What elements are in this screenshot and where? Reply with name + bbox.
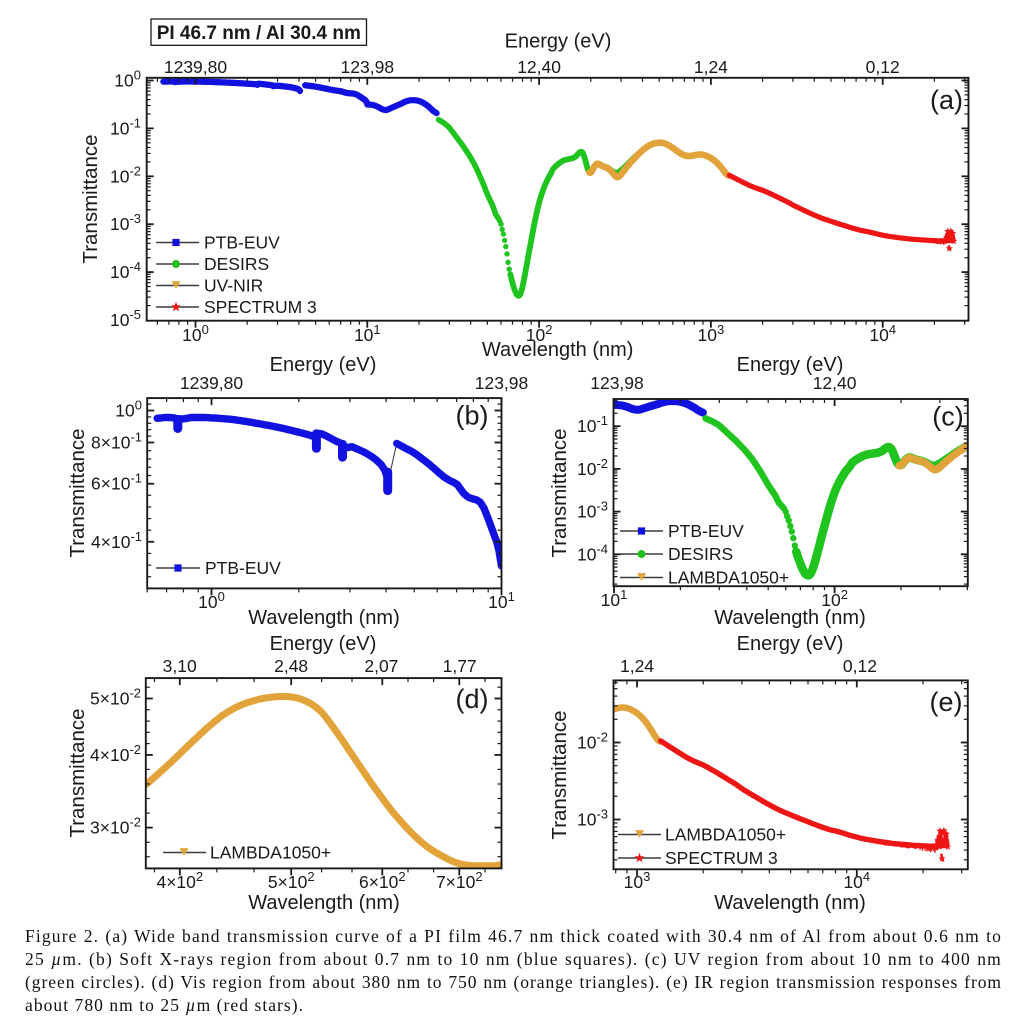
svg-text:1239,80: 1239,80 bbox=[180, 373, 244, 393]
svg-text:(e): (e) bbox=[930, 687, 963, 717]
svg-text:PI 46.7 nm / Al 30.4 nm: PI 46.7 nm / Al 30.4 nm bbox=[157, 23, 361, 44]
svg-text:4×10-1: 4×10-1 bbox=[91, 529, 142, 552]
svg-text:5×10-2: 5×10-2 bbox=[90, 686, 141, 709]
svg-text:1,24: 1,24 bbox=[620, 656, 654, 676]
svg-text:123,98: 123,98 bbox=[475, 373, 529, 393]
svg-text:0,12: 0,12 bbox=[843, 656, 877, 676]
svg-text:Transmittance: Transmittance bbox=[79, 134, 102, 263]
svg-text:8×10-1: 8×10-1 bbox=[91, 429, 142, 452]
svg-text:PTB-EUV: PTB-EUV bbox=[668, 521, 744, 541]
svg-text:12,40: 12,40 bbox=[813, 373, 857, 393]
svg-text:PTB-EUV: PTB-EUV bbox=[205, 558, 281, 578]
svg-text:Wavelength (nm): Wavelength (nm) bbox=[482, 339, 634, 361]
svg-text:LAMBDA1050+: LAMBDA1050+ bbox=[665, 825, 786, 845]
svg-text:SPECTRUM 3: SPECTRUM 3 bbox=[665, 848, 778, 868]
svg-text:(a): (a) bbox=[930, 85, 963, 115]
svg-text:Transmittance: Transmittance bbox=[66, 428, 89, 557]
svg-text:12,40: 12,40 bbox=[517, 57, 561, 77]
svg-text:(d): (d) bbox=[456, 684, 489, 714]
svg-text:LAMBDA1050+: LAMBDA1050+ bbox=[210, 843, 331, 863]
svg-text:Transmittance: Transmittance bbox=[66, 708, 89, 837]
svg-text:DESIRS: DESIRS bbox=[204, 254, 269, 274]
svg-text:LAMBDA1050+: LAMBDA1050+ bbox=[668, 568, 789, 588]
svg-text:(b): (b) bbox=[456, 401, 489, 431]
svg-text:0,12: 0,12 bbox=[866, 57, 900, 77]
svg-text:123,98: 123,98 bbox=[590, 373, 644, 393]
svg-text:DESIRS: DESIRS bbox=[668, 544, 733, 564]
svg-text:1,24: 1,24 bbox=[694, 57, 728, 77]
svg-text:Wavelength (nm): Wavelength (nm) bbox=[248, 607, 400, 629]
svg-text:5×102: 5×102 bbox=[268, 869, 315, 892]
svg-text:Transmittance: Transmittance bbox=[548, 428, 571, 557]
svg-text:Wavelength (nm): Wavelength (nm) bbox=[714, 892, 866, 914]
svg-text:3×10-2: 3×10-2 bbox=[90, 815, 141, 838]
svg-text:Energy (eV): Energy (eV) bbox=[270, 633, 377, 655]
svg-text:(c): (c) bbox=[932, 402, 963, 432]
svg-text:2,48: 2,48 bbox=[274, 656, 308, 676]
svg-text:Energy (eV): Energy (eV) bbox=[505, 31, 612, 53]
svg-text:Transmittance: Transmittance bbox=[548, 710, 571, 839]
svg-text:PTB-EUV: PTB-EUV bbox=[204, 233, 280, 253]
svg-text:3,10: 3,10 bbox=[163, 656, 197, 676]
svg-text:4×10-2: 4×10-2 bbox=[90, 742, 141, 765]
svg-text:SPECTRUM 3: SPECTRUM 3 bbox=[204, 297, 317, 317]
svg-text:Energy (eV): Energy (eV) bbox=[737, 354, 844, 376]
svg-text:Wavelength (nm): Wavelength (nm) bbox=[714, 607, 866, 629]
svg-text:6×10-1: 6×10-1 bbox=[91, 471, 142, 494]
svg-text:1239,80: 1239,80 bbox=[164, 57, 228, 77]
svg-text:4×102: 4×102 bbox=[156, 869, 203, 892]
svg-text:6×102: 6×102 bbox=[359, 869, 406, 892]
svg-text:Energy (eV): Energy (eV) bbox=[270, 354, 377, 376]
svg-text:Energy (eV): Energy (eV) bbox=[737, 633, 844, 655]
svg-text:7×102: 7×102 bbox=[436, 869, 483, 892]
svg-text:Wavelength (nm): Wavelength (nm) bbox=[248, 892, 400, 914]
svg-text:1,77: 1,77 bbox=[443, 656, 477, 676]
svg-text:UV-NIR: UV-NIR bbox=[204, 276, 263, 296]
svg-text:123,98: 123,98 bbox=[341, 57, 395, 77]
svg-text:2,07: 2,07 bbox=[364, 656, 398, 676]
